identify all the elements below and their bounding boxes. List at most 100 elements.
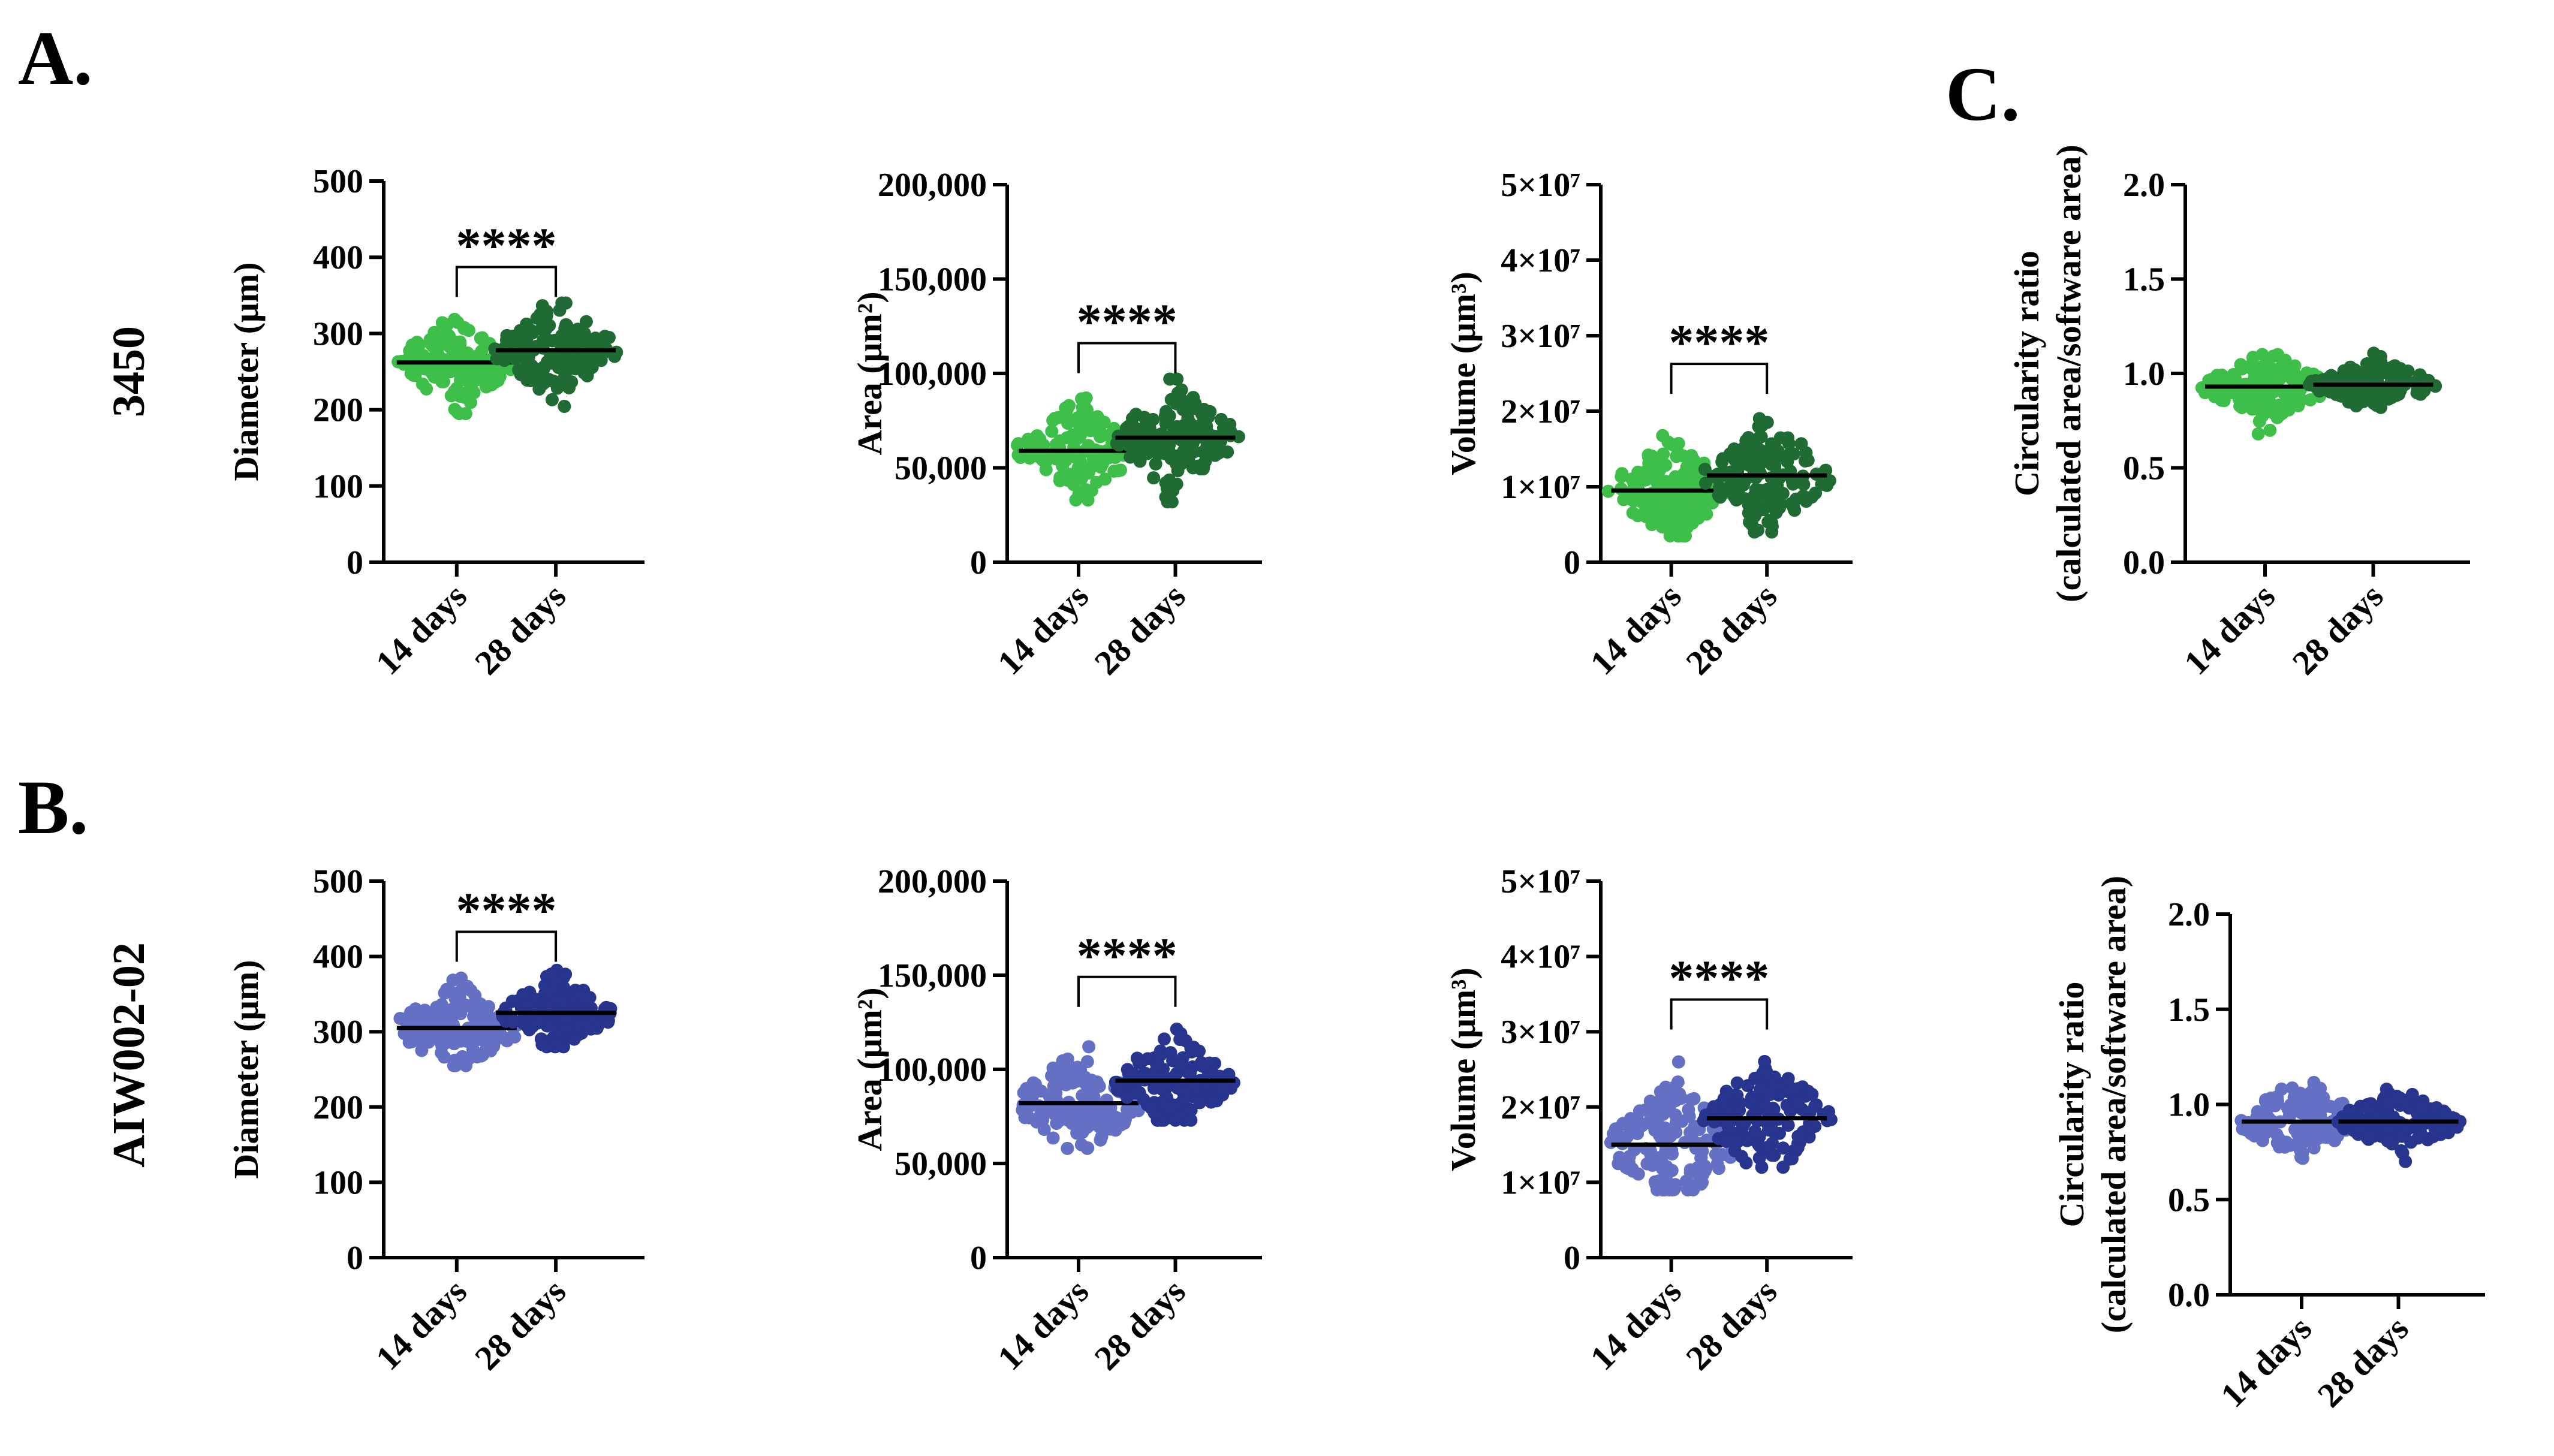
data-point	[448, 992, 462, 1006]
data-point	[1643, 1095, 1657, 1108]
y-axis-label: (calculated area/software area)	[2049, 144, 2088, 602]
data-point	[1092, 1080, 1106, 1093]
data-point	[435, 1008, 448, 1021]
y-tick-label: 400	[313, 939, 363, 976]
data-point	[2321, 371, 2335, 385]
data-point	[1191, 459, 1205, 473]
data-point	[1616, 1117, 1630, 1131]
data-point	[440, 982, 454, 996]
data-point	[420, 1032, 434, 1046]
data-point	[1659, 1099, 1673, 1113]
data-point	[408, 369, 422, 382]
data-point	[560, 1012, 574, 1026]
data-point	[1726, 475, 1740, 489]
data-point	[1765, 525, 1779, 539]
data-point	[1661, 435, 1675, 449]
data-point	[1727, 442, 1741, 456]
data-point	[1200, 442, 1214, 456]
data-point	[436, 1037, 450, 1051]
data-point	[437, 1050, 451, 1064]
data-point	[1631, 465, 1645, 479]
data-point	[1157, 1032, 1171, 1046]
data-point	[450, 381, 464, 395]
data-point	[1161, 1100, 1175, 1114]
data-point	[1050, 1117, 1064, 1131]
data-point	[1193, 1096, 1207, 1110]
y-tick-label: 100,000	[878, 1051, 987, 1089]
data-point	[536, 321, 550, 335]
data-point	[1694, 1151, 1708, 1165]
data-point	[1128, 1086, 1142, 1100]
data-point	[1045, 424, 1059, 438]
data-point	[1621, 1130, 1634, 1144]
y-tick-label: 4×10⁷	[1501, 939, 1580, 976]
data-point	[1113, 1080, 1127, 1094]
data-point	[580, 369, 594, 382]
data-point	[1204, 1095, 1218, 1109]
y-axis-label: Circularity ratio	[2007, 251, 2046, 496]
data-point	[555, 993, 568, 1007]
data-point	[2352, 1122, 2366, 1135]
x-tick-label: 14 days	[1583, 576, 1689, 682]
data-point	[1765, 1148, 1779, 1162]
x-tick-label: 28 days	[467, 1271, 573, 1377]
significance-label: ****	[1668, 950, 1769, 1006]
y-tick-label: 0	[1564, 544, 1580, 581]
data-point	[1801, 453, 1815, 467]
data-point	[508, 1030, 522, 1044]
y-tick-label: 150,000	[878, 957, 987, 994]
data-point	[1662, 1183, 1676, 1196]
data-point	[578, 991, 592, 1005]
data-point	[453, 337, 467, 351]
data-point	[1061, 1067, 1075, 1081]
data-point	[1788, 504, 1802, 517]
data-point	[2450, 1120, 2464, 1134]
data-point	[1752, 1151, 1766, 1165]
data-point	[1733, 1104, 1746, 1117]
data-point	[1803, 1106, 1817, 1120]
data-point	[408, 1027, 422, 1041]
y-tick-label: 100	[313, 1164, 363, 1201]
y-tick-label: 2.0	[2168, 896, 2210, 933]
data-point	[1665, 1163, 1679, 1177]
data-point	[2254, 364, 2268, 378]
data-point	[1746, 511, 1760, 524]
data-point	[1776, 1141, 1790, 1155]
significance-label: ****	[1668, 315, 1769, 370]
y-tick-label: 300	[313, 1014, 363, 1051]
data-point	[558, 1021, 571, 1035]
data-point	[2389, 365, 2402, 379]
data-point	[457, 321, 471, 334]
y-tick-label: 300	[313, 315, 363, 352]
data-point	[567, 1032, 581, 1046]
y-tick-label: 5×10⁷	[1501, 167, 1580, 204]
y-tick-label: 500	[313, 863, 363, 900]
data-point	[1781, 1119, 1795, 1132]
data-point	[1071, 1060, 1085, 1074]
data-point	[490, 352, 504, 366]
significance-bracket	[455, 930, 558, 962]
data-point	[1150, 437, 1164, 451]
data-point	[1671, 529, 1685, 542]
data-point	[1174, 1059, 1188, 1072]
data-point	[2271, 348, 2285, 361]
data-point	[475, 331, 489, 345]
data-point	[516, 988, 530, 1002]
data-point	[412, 338, 426, 352]
data-point	[1157, 1113, 1171, 1127]
data-point	[1805, 1087, 1819, 1101]
data-point	[1061, 1141, 1074, 1155]
y-tick-label: 200,000	[878, 863, 987, 900]
y-tick-label: 3×10⁷	[1501, 1014, 1580, 1051]
data-point	[602, 331, 616, 345]
data-point	[1659, 1140, 1673, 1154]
data-point	[2277, 387, 2291, 400]
data-point	[439, 337, 453, 351]
data-point	[2396, 1146, 2410, 1160]
data-point	[1820, 478, 1834, 492]
data-point	[1056, 1054, 1070, 1068]
y-tick-label: 0.0	[2168, 1277, 2210, 1314]
